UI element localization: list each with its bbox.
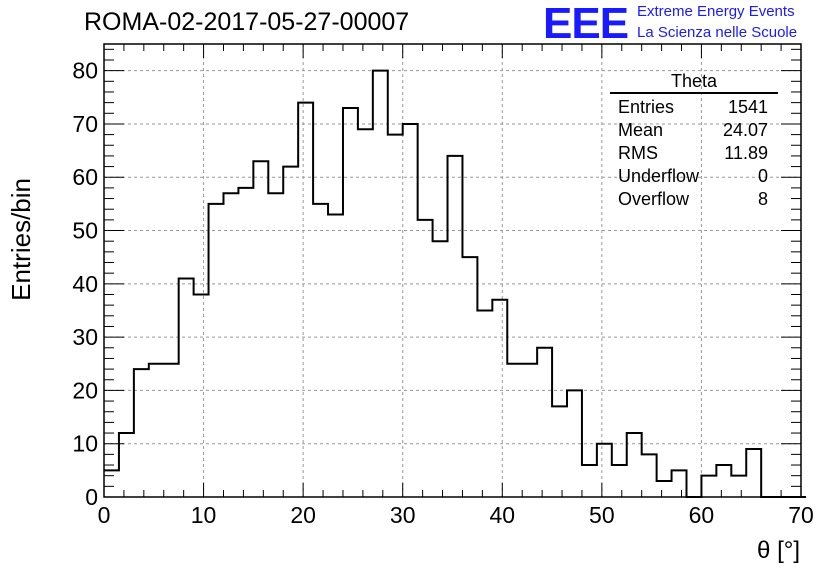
- stats-value: 0: [757, 166, 768, 186]
- histogram-bin: [343, 108, 358, 497]
- x-tick-label: 30: [390, 502, 416, 528]
- stats-row-rms: RMS 11.89: [610, 142, 778, 165]
- histogram-bin: [731, 476, 746, 497]
- histogram-bin: [164, 364, 179, 497]
- stats-value: 24.07: [722, 120, 768, 140]
- histogram-bin: [433, 241, 448, 497]
- histogram-bin: [358, 129, 373, 497]
- y-tick-label: 30: [72, 324, 98, 350]
- histogram-bin: [253, 161, 268, 497]
- eee-logo: EEE: [543, 0, 629, 48]
- histogram-bin: [403, 124, 418, 497]
- histogram-bin: [552, 406, 567, 497]
- histogram-bin: [522, 364, 537, 497]
- y-tick-label: 0: [85, 484, 98, 510]
- y-tick-label: 10: [72, 431, 98, 457]
- y-tick-label: 50: [72, 218, 98, 244]
- x-tick-label: 60: [689, 502, 715, 528]
- x-tick-label: 20: [290, 502, 316, 528]
- y-tick-label: 20: [72, 377, 98, 403]
- stats-row-underflow: Underflow 0: [610, 165, 778, 188]
- x-tick-label: 70: [788, 502, 814, 528]
- stats-label: Entries: [618, 97, 675, 117]
- histogram-bin: [388, 135, 403, 497]
- histogram-bin: [716, 465, 731, 497]
- stats-label: Overflow: [618, 189, 690, 209]
- histogram-bin: [418, 220, 433, 497]
- stats-row-overflow: Overflow 8: [610, 188, 778, 211]
- histogram-bin: [597, 444, 612, 497]
- histogram-bin: [298, 103, 313, 497]
- grid-layer: [104, 44, 801, 497]
- stats-row-entries: Entries 1541: [610, 96, 778, 119]
- histogram-bin: [119, 433, 134, 497]
- x-tick-label: 0: [98, 502, 111, 528]
- histogram-bin: [567, 390, 582, 497]
- histogram-bin: [477, 310, 492, 497]
- histogram-bin: [462, 257, 477, 497]
- histogram-bin: [313, 204, 328, 497]
- y-tick-label: 70: [72, 111, 98, 137]
- x-tick-label: 40: [489, 502, 515, 528]
- axis-layer: [103, 43, 802, 498]
- x-tick-label: 50: [589, 502, 615, 528]
- stats-row-mean: Mean 24.07: [610, 119, 778, 142]
- histogram-bin: [627, 433, 642, 497]
- histogram-bin: [238, 188, 253, 497]
- histogram-bin: [642, 454, 657, 497]
- stats-value: 11.89: [724, 143, 768, 163]
- histogram-bin: [701, 476, 716, 497]
- y-tick-label: 60: [72, 164, 98, 190]
- histogram-bin: [373, 71, 388, 497]
- histogram-bin: [448, 156, 463, 497]
- stats-value: 8: [757, 189, 768, 209]
- y-tick-label: 40: [72, 271, 98, 297]
- histogram-bin: [223, 193, 238, 497]
- histogram-bin: [104, 470, 119, 497]
- y-axis-label: Entries/bin: [6, 178, 36, 301]
- histogram-bin: [492, 300, 507, 497]
- x-tick-label: 10: [191, 502, 217, 528]
- histogram-bin: [209, 204, 224, 497]
- stats-label: RMS: [618, 143, 658, 163]
- histogram-bin: [283, 167, 298, 497]
- stats-box: Theta Entries 1541 Mean 24.07 RMS 11.89 …: [610, 72, 778, 211]
- histogram-bin: [149, 364, 164, 497]
- histogram-bin: [507, 364, 522, 497]
- histogram-bin: [268, 193, 283, 497]
- x-axis-label: θ [°]: [757, 537, 800, 564]
- stats-value: 1541: [727, 97, 768, 117]
- histogram-bin: [179, 278, 194, 497]
- histogram-bin: [328, 215, 343, 497]
- y-tick-label: 80: [72, 58, 98, 84]
- histogram-bin: [582, 465, 597, 497]
- histogram-bin: [612, 465, 627, 497]
- histogram-outline: [104, 69, 806, 498]
- chart-title: ROMA-02-2017-05-27-00007: [84, 8, 410, 36]
- histogram-bin: [672, 470, 687, 497]
- histogram-bin: [194, 294, 209, 497]
- histogram-bin: [134, 369, 149, 497]
- stats-label: Mean: [618, 120, 664, 140]
- stats-title: Theta: [670, 71, 718, 91]
- histogram-bin: [537, 348, 552, 497]
- logo-line-1: Extreme Energy Events: [637, 3, 795, 20]
- stats-label: Underflow: [618, 166, 700, 186]
- histogram-layer: [104, 69, 806, 498]
- stats-divider: [610, 92, 778, 94]
- histogram-bin: [746, 449, 761, 497]
- histogram-bin: [657, 481, 672, 497]
- plot-frame: [103, 43, 802, 498]
- logo-line-2: La Scienza nelle Scuole: [637, 24, 798, 41]
